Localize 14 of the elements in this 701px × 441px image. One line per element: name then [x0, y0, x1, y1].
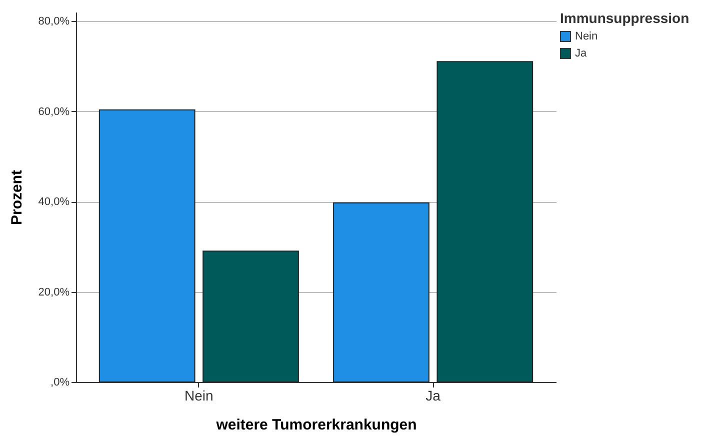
y-axis-title: Prozent — [8, 170, 26, 226]
y-tick-label: 60,0% — [38, 106, 70, 118]
bar — [333, 202, 430, 382]
x-axis-title: weitere Tumorerkrankungen — [215, 416, 417, 434]
y-tick-label: ,0% — [50, 376, 70, 388]
bar — [98, 109, 196, 382]
legend-label: Nein — [575, 30, 598, 42]
y-tick-label: 80,0% — [38, 16, 70, 28]
y-tick-label: 20,0% — [38, 286, 70, 298]
legend-title: Immunsuppression — [560, 10, 690, 26]
bar — [436, 61, 534, 382]
bar — [202, 250, 299, 382]
legend-label: Ja — [575, 48, 588, 60]
y-tick-label: 40,0% — [38, 196, 70, 208]
